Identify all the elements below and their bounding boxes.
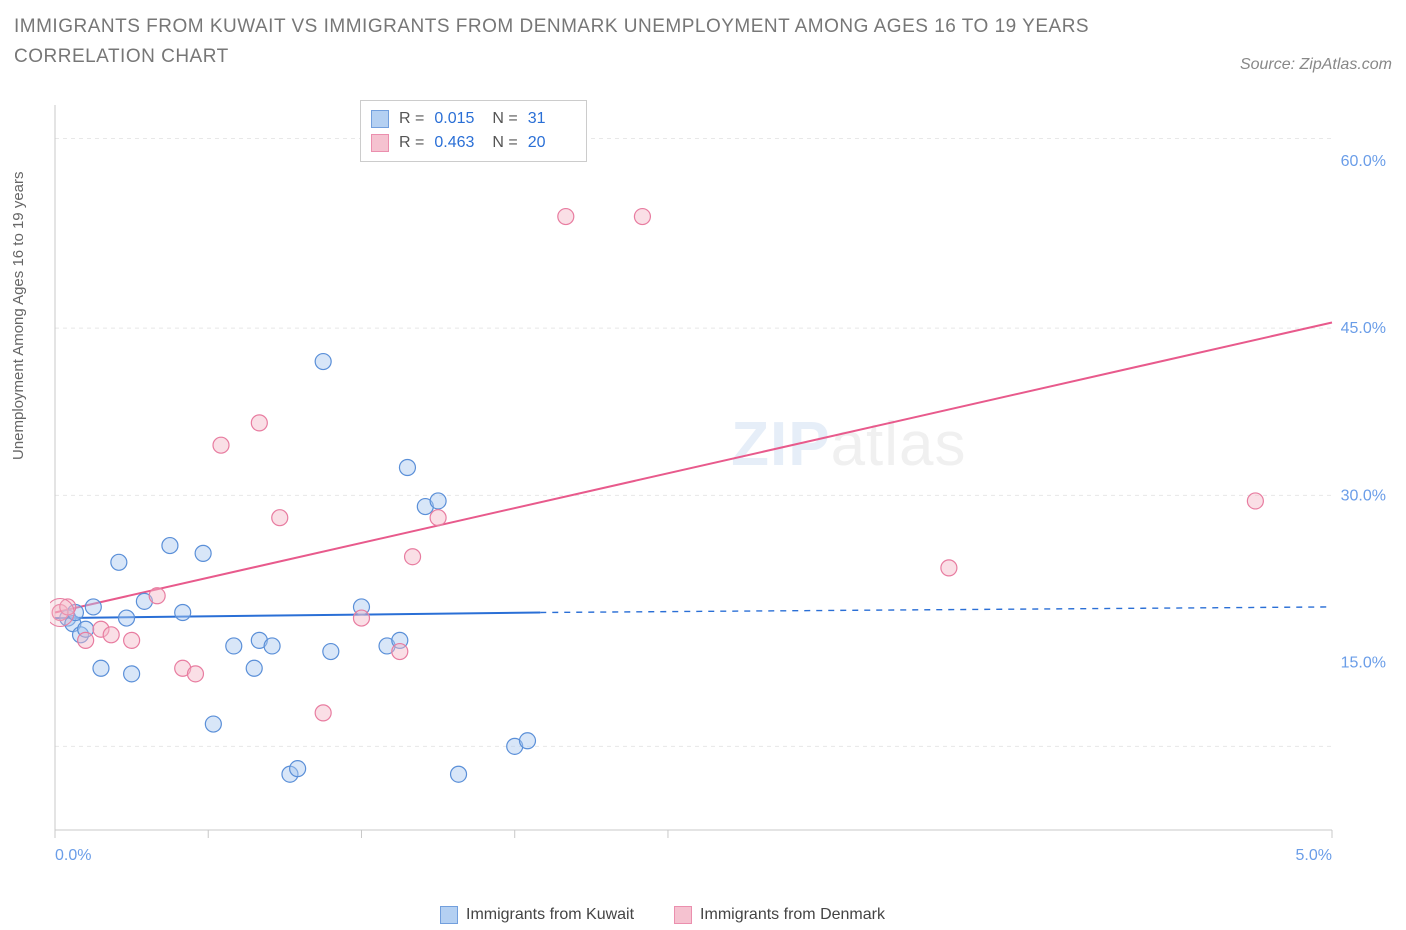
stat-n-label: N = xyxy=(492,107,517,131)
stats-row-denmark: R = 0.463 N = 20 xyxy=(371,131,576,155)
stat-n-kuwait: 31 xyxy=(528,107,576,131)
scatter-chart: 0.0% 5.0% 15.0% 30.0% 45.0% 60.0% xyxy=(50,100,1392,870)
swatch-denmark-bottom xyxy=(674,906,692,924)
legend-label-kuwait: Immigrants from Kuwait xyxy=(466,906,634,924)
svg-text:0.0%: 0.0% xyxy=(55,847,91,864)
swatch-kuwait-bottom xyxy=(440,906,458,924)
svg-text:15.0%: 15.0% xyxy=(1341,655,1386,672)
stat-n-label-2: N = xyxy=(492,131,517,155)
chart-title: IMMIGRANTS FROM KUWAIT VS IMMIGRANTS FRO… xyxy=(14,12,1094,73)
stat-r-label-2: R = xyxy=(399,131,424,155)
legend-item-kuwait: Immigrants from Kuwait xyxy=(440,906,634,924)
stats-legend: R = 0.015 N = 31 R = 0.463 N = 20 xyxy=(360,100,587,162)
stat-r-denmark: 0.463 xyxy=(434,131,482,155)
source-attribution: Source: ZipAtlas.com xyxy=(1240,56,1392,74)
svg-text:30.0%: 30.0% xyxy=(1341,487,1386,504)
swatch-kuwait xyxy=(371,110,389,128)
svg-text:45.0%: 45.0% xyxy=(1341,320,1386,337)
stat-r-kuwait: 0.015 xyxy=(434,107,482,131)
swatch-denmark xyxy=(371,134,389,152)
legend-item-denmark: Immigrants from Denmark xyxy=(674,906,885,924)
bottom-legend: Immigrants from Kuwait Immigrants from D… xyxy=(440,906,885,924)
stat-n-denmark: 20 xyxy=(528,131,576,155)
legend-label-denmark: Immigrants from Denmark xyxy=(700,906,885,924)
svg-text:60.0%: 60.0% xyxy=(1341,153,1386,170)
y-axis-label: Unemployment Among Ages 16 to 19 years xyxy=(10,171,27,460)
chart-container: IMMIGRANTS FROM KUWAIT VS IMMIGRANTS FRO… xyxy=(0,0,1406,930)
stat-r-label: R = xyxy=(399,107,424,131)
svg-text:5.0%: 5.0% xyxy=(1296,847,1332,864)
stats-row-kuwait: R = 0.015 N = 31 xyxy=(371,107,576,131)
